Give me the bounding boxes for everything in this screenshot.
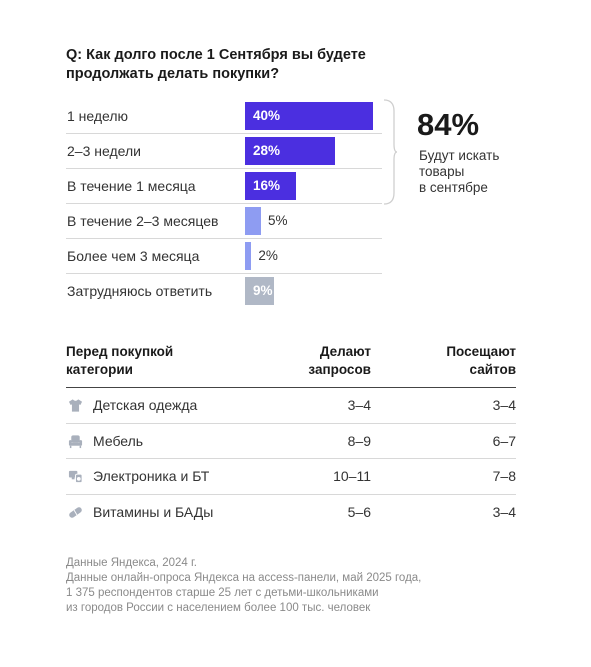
summary-line-2: товары xyxy=(419,164,465,179)
chart-value-label: 28% xyxy=(253,143,281,158)
summary-text: Будут искать товары в сентябре xyxy=(419,148,539,196)
header-queries-line-1: Делают xyxy=(319,344,371,359)
table-row: Витамины и БАДы 5–6 3–4 xyxy=(66,495,516,531)
table-row: Детская одежда 3–4 3–4 xyxy=(66,388,516,424)
chart-row: Затрудняюсь ответить 9% xyxy=(66,274,382,309)
chart-row: 2–3 недели 28% xyxy=(66,134,382,169)
chart-value-label: 2% xyxy=(258,248,278,263)
chart-bar xyxy=(245,137,335,165)
row-sites: 7–8 xyxy=(492,468,516,484)
row-queries: 5–6 xyxy=(347,503,371,520)
header-sites: Посещают сайтов xyxy=(446,343,516,379)
header-category: Перед покупкой категории xyxy=(66,343,173,379)
question-title: Q: Как долго после 1 Сентября вы будете … xyxy=(66,46,396,84)
chart-bar xyxy=(245,102,373,130)
tshirt-icon xyxy=(68,399,83,412)
chart-value-label: 40% xyxy=(253,108,281,123)
row-category: Мебель xyxy=(93,432,144,449)
footnote-line-3: 1 375 респондентов старше 25 лет с детьм… xyxy=(66,587,379,599)
row-sites: 6–7 xyxy=(492,432,516,449)
chart-category-label: В течение 2–3 месяцев xyxy=(67,213,219,229)
row-category: Витамины и БАДы xyxy=(93,503,214,520)
row-sites: 3–4 xyxy=(492,397,516,413)
chart-category-label: 1 неделю xyxy=(67,108,129,124)
chart-row: 1 неделю 40% xyxy=(66,99,382,134)
footnote-line-2: Данные онлайн-опроса Яндекса на access-п… xyxy=(66,572,422,584)
chart-row: Более чем 3 месяца 2% xyxy=(66,239,382,274)
pill-icon xyxy=(69,506,82,518)
header-category-line-1: Перед покупкой xyxy=(66,344,174,359)
chart-bar xyxy=(245,172,297,200)
chart-category-label: 2–3 недели xyxy=(67,143,141,159)
chart-value-label: 16% xyxy=(253,178,281,193)
chart-category-label: Более чем 3 месяца xyxy=(67,248,200,264)
summary-line-1: Будут искать xyxy=(419,148,500,163)
header-queries: Делают запросов xyxy=(308,343,371,379)
question-line-1: Q: Как долго после 1 Сентября вы будете xyxy=(66,47,366,63)
header-category-line-2: категории xyxy=(66,362,133,377)
summary-value: 84% xyxy=(417,107,480,142)
chart-row: В течение 1 месяца 16% xyxy=(66,169,382,204)
electronics-icon xyxy=(68,470,83,484)
row-queries: 10–11 xyxy=(333,468,371,484)
row-queries: 8–9 xyxy=(347,432,371,449)
chart-bar xyxy=(245,277,274,305)
chart-value-label: 9% xyxy=(253,283,273,298)
chart-bar xyxy=(245,242,252,270)
footnote-line-4: из городов России с населением более 100… xyxy=(66,602,371,614)
header-sites-line-1: Посещают xyxy=(446,344,516,359)
chart-value-label: 5% xyxy=(268,213,288,228)
header-sites-line-2: сайтов xyxy=(469,362,516,377)
chart-row: В течение 2–3 месяцев 5% xyxy=(66,204,382,239)
category-table: Перед покупкой категории Делают запросов… xyxy=(66,342,516,530)
footnote: Данные Яндекса, 2024 г. Данные онлайн-оп… xyxy=(66,556,486,616)
header-queries-line-2: запросов xyxy=(308,362,371,377)
row-queries: 3–4 xyxy=(347,397,371,413)
footnote-line-1: Данные Яндекса, 2024 г. xyxy=(66,557,197,569)
summary-line-3: в сентябре xyxy=(419,180,488,195)
table-header: Перед покупкой категории Делают запросов… xyxy=(66,342,516,388)
chart-bar xyxy=(245,207,261,235)
bracket-line xyxy=(383,99,397,205)
chart-category-label: В течение 1 месяца xyxy=(67,178,196,194)
survey-bar-chart: 1 неделю 40% 2–3 недели 28% В течение 1 меся… xyxy=(66,99,382,309)
row-sites: 3–4 xyxy=(492,503,516,520)
table-row: Электроника и БТ 10–11 7–8 xyxy=(66,459,516,495)
question-line-2: продолжать делать покупки? xyxy=(66,66,280,82)
row-category: Детская одежда xyxy=(93,397,198,413)
armchair-icon xyxy=(68,434,83,448)
chart-category-label: Затрудняюсь ответить xyxy=(67,283,213,299)
table-row: Мебель 8–9 6–7 xyxy=(66,424,516,459)
row-category: Электроника и БТ xyxy=(93,468,210,484)
